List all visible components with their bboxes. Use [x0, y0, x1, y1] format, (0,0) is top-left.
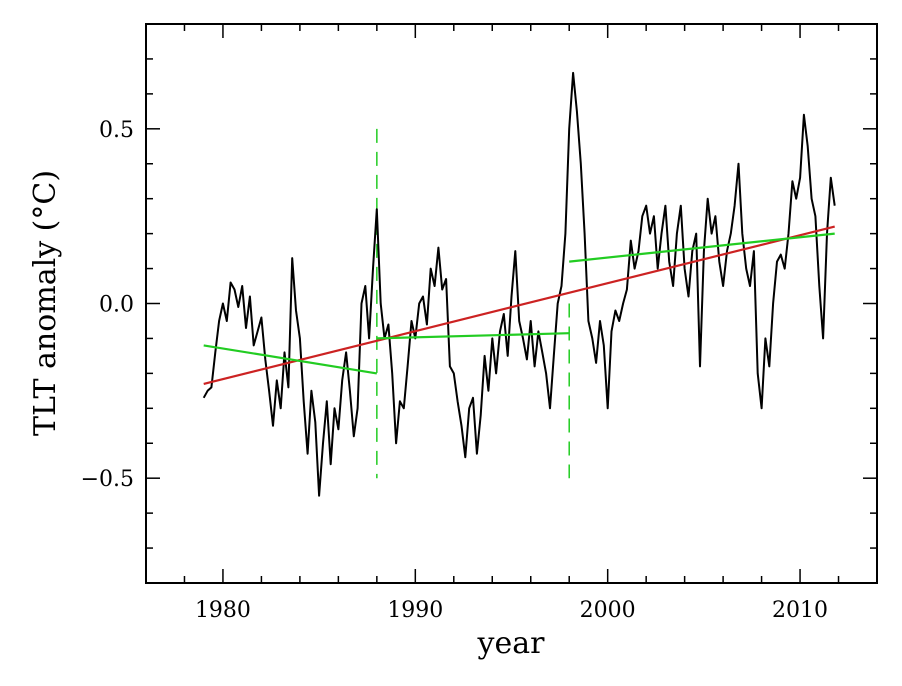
- breakpoint-lines: [376, 128, 570, 479]
- x-tick-label: 1990: [387, 598, 443, 623]
- x-tick-label: 1980: [195, 598, 251, 623]
- y-tick-label: 0.0: [99, 293, 134, 318]
- segment-trend-3-line: [569, 232, 835, 263]
- axis-ticks: [146, 24, 877, 583]
- y-axis-label: TLT anomaly (°C): [28, 170, 63, 436]
- y-tick-label: 0.5: [99, 118, 134, 143]
- y-tick-label: −0.5: [81, 467, 134, 492]
- series-lines: [202, 71, 836, 497]
- tlt-anomaly-line: [202, 71, 836, 497]
- x-tick-label: 2000: [580, 598, 636, 623]
- overall-trend-line: [203, 225, 835, 385]
- x-tick-labels: 1980 1990 2000 2010: [195, 598, 828, 623]
- x-tick-label: 2010: [772, 598, 828, 623]
- y-tick-labels: −0.5 0.0 0.5: [81, 118, 134, 492]
- segment-trend-1-line: [203, 344, 377, 375]
- segment-trend-2-line: [376, 332, 570, 340]
- x-axis-label: year: [477, 626, 546, 661]
